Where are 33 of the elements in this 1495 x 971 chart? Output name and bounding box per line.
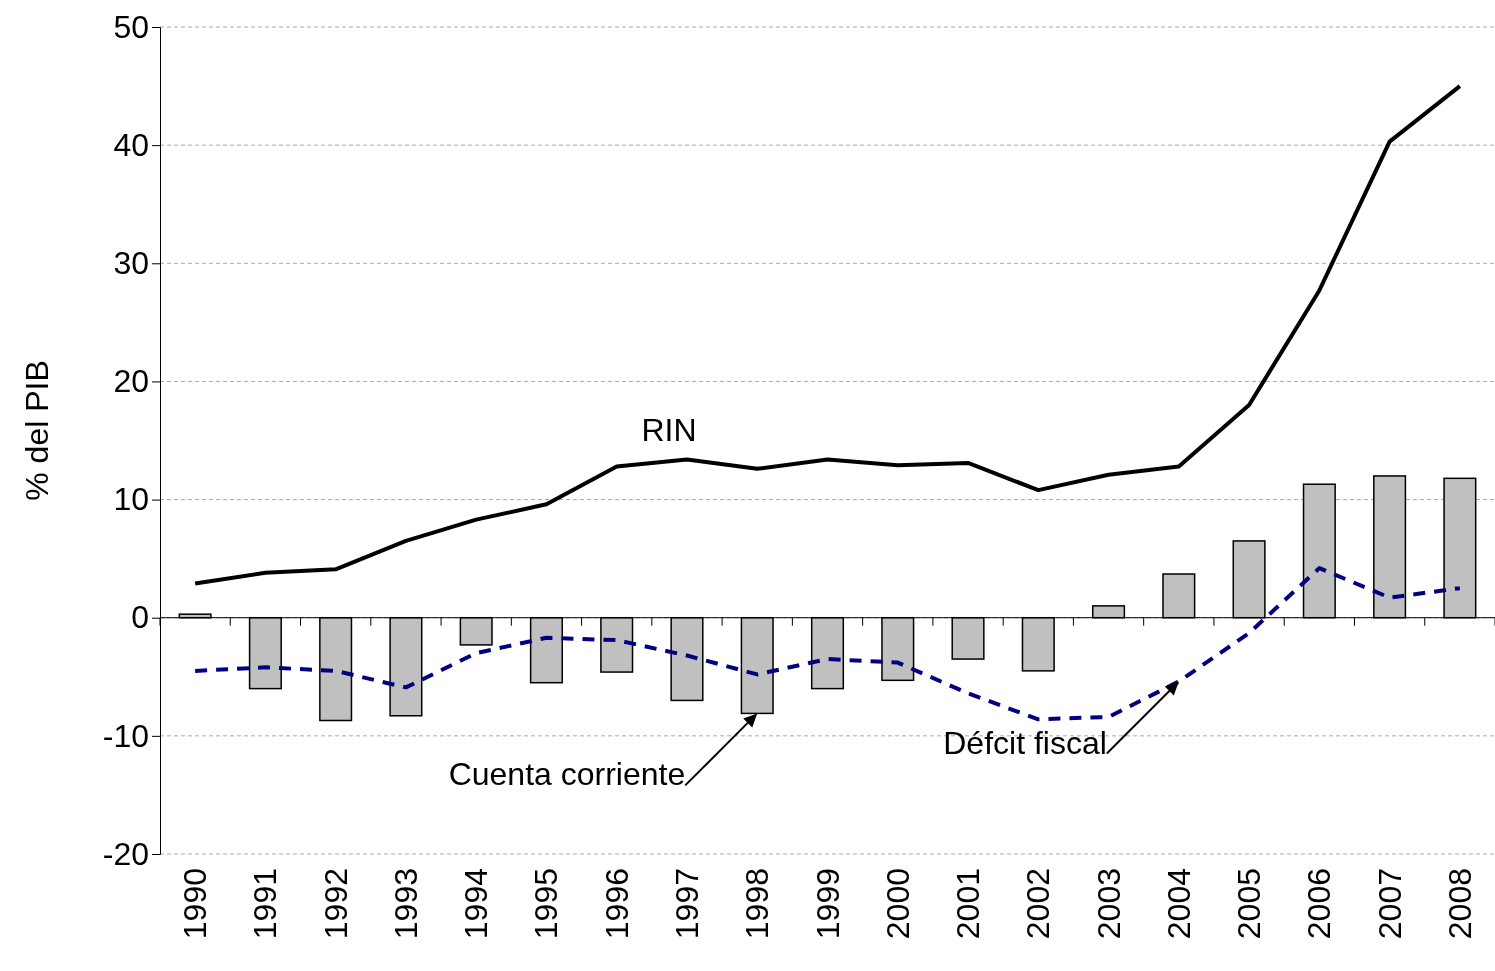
annotation: Défcit fiscal	[943, 724, 1107, 761]
x-tick-label: 2008	[1441, 868, 1478, 940]
x-tick-label: 2001	[950, 868, 987, 940]
y-axis-title: % del PIB	[19, 360, 55, 501]
x-tick-label: 2000	[879, 868, 916, 940]
line-series	[193, 84, 1462, 586]
x-tick-label: 1990	[177, 868, 214, 940]
y-tick-label: 10	[113, 481, 149, 518]
x-tick-label: 1995	[528, 868, 565, 940]
x-tick-label: 1994	[458, 868, 495, 940]
y-tick-label: 50	[113, 8, 149, 45]
line-series	[193, 566, 1462, 722]
annotation: Cuenta corriente	[448, 756, 686, 793]
x-tick-label: 1999	[809, 868, 846, 940]
x-tick-label: 1993	[387, 868, 424, 940]
x-tick-label: 1998	[739, 868, 776, 940]
x-tick-label: 2006	[1301, 868, 1338, 940]
x-tick-label: 2003	[1090, 868, 1127, 940]
y-tick-label: 30	[113, 245, 149, 282]
x-tick-label: 1991	[247, 868, 284, 940]
series-label: RIN	[641, 412, 697, 449]
y-tick-label: 0	[131, 599, 149, 636]
y-tick-label: 40	[113, 126, 149, 163]
x-tick-label: 1996	[598, 868, 635, 940]
x-tick-label: 2007	[1371, 868, 1408, 940]
x-tick-label: 2002	[1020, 868, 1057, 940]
y-tick-label: -20	[102, 835, 149, 872]
x-tick-label: 2005	[1231, 868, 1268, 940]
x-tick-label: 1992	[317, 868, 354, 940]
y-tick-label: 20	[113, 363, 149, 400]
x-tick-label: 2004	[1160, 868, 1197, 940]
x-tick-label: 1997	[668, 868, 705, 940]
y-tick-label: -10	[102, 717, 149, 754]
